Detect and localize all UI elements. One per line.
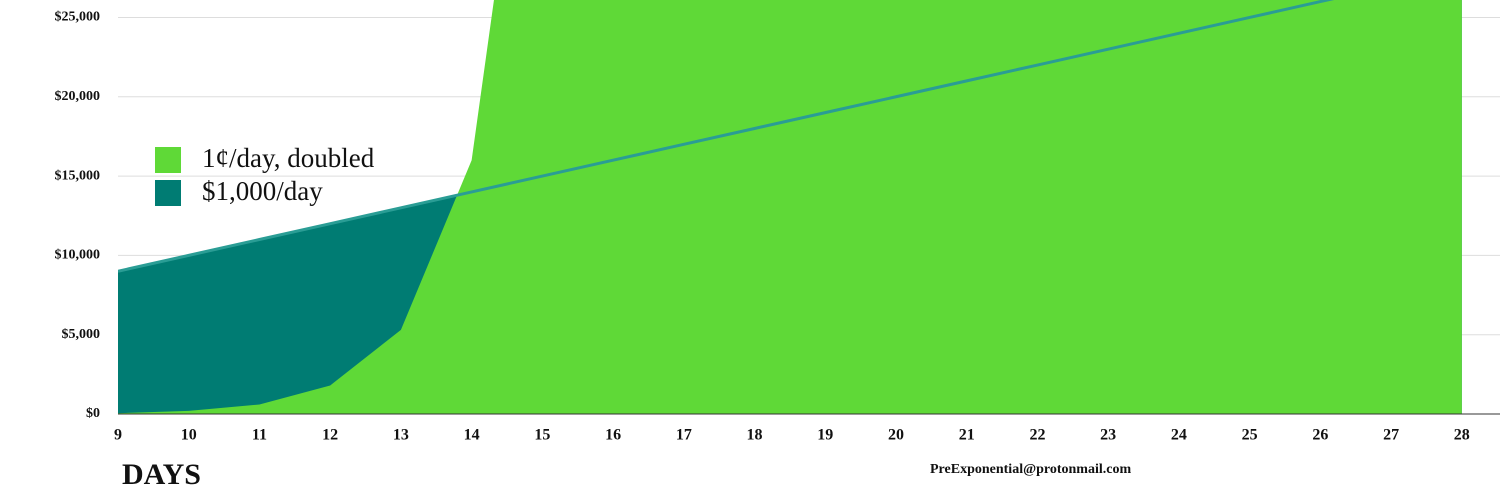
y-tick-label: $15,000 (55, 168, 101, 183)
y-tick-label: $5,000 (62, 327, 101, 342)
x-tick-label: 14 (464, 427, 480, 444)
y-tick-label: $20,000 (55, 89, 101, 104)
annotation: PreExponential@protonmail.com (930, 462, 1131, 477)
y-tick-label: $10,000 (55, 248, 101, 263)
y-tick-label: $25,000 (55, 10, 101, 25)
x-tick-label: 26 (1312, 427, 1328, 444)
legend-swatch (155, 147, 181, 173)
x-tick-label: 24 (1171, 427, 1187, 444)
x-tick-label: 27 (1383, 427, 1399, 444)
x-tick-label: 11 (252, 427, 267, 444)
x-tick-label: 19 (817, 427, 833, 444)
x-tick-label: 12 (322, 427, 338, 444)
x-tick-label: 21 (959, 427, 975, 444)
x-tick-label: 28 (1454, 427, 1470, 444)
x-axis-label: DAYS (122, 458, 201, 491)
x-tick-label: 25 (1242, 427, 1258, 444)
line (118, 0, 1335, 273)
legend-swatch (155, 180, 181, 206)
x-tick-label: 9 (114, 427, 122, 444)
x-tick-label: 22 (1029, 427, 1045, 444)
legend-label: 1¢/day, doubled (202, 143, 375, 173)
y-tick-label: $0 (86, 406, 100, 421)
legend-label: $1,000/day (202, 176, 323, 206)
x-tick-label: 18 (747, 427, 763, 444)
x-tick-label: 20 (888, 427, 904, 444)
x-tick-label: 23 (1100, 427, 1116, 444)
x-tick-label: 10 (181, 427, 197, 444)
x-tick-label: 16 (605, 427, 621, 444)
x-tick-label: 17 (676, 427, 692, 444)
x-tick-label: 13 (393, 427, 409, 444)
x-tick-label: 15 (534, 427, 550, 444)
